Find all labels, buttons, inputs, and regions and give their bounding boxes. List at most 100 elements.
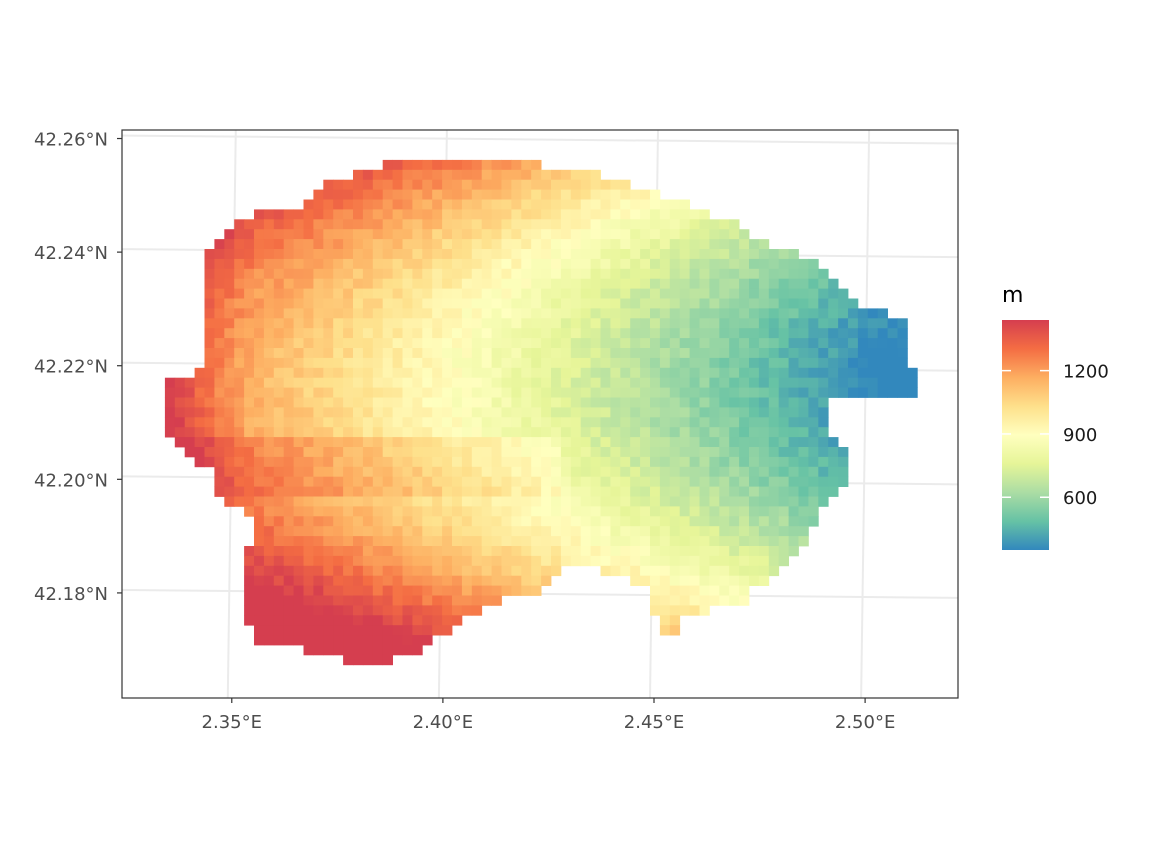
raster-cell <box>313 417 324 428</box>
raster-cell <box>293 496 304 507</box>
raster-cell <box>362 516 374 527</box>
raster-cell <box>669 357 681 369</box>
raster-cell <box>659 585 671 596</box>
raster-cell <box>452 585 463 596</box>
raster-cell <box>610 516 621 527</box>
raster-cell <box>768 447 780 458</box>
raster-cell <box>699 239 710 250</box>
y-tick-label: 42.18°N <box>34 584 108 605</box>
y-tick-label: 42.20°N <box>34 470 108 491</box>
raster-cell <box>709 536 720 547</box>
raster-cell <box>323 229 334 240</box>
raster-cell <box>659 625 671 636</box>
raster-cell <box>808 496 819 507</box>
raster-cell <box>541 575 552 586</box>
raster-cell <box>313 258 324 270</box>
raster-cell <box>412 268 423 280</box>
raster-cell <box>234 456 245 468</box>
raster-cell <box>461 456 473 468</box>
raster-cell <box>768 506 780 517</box>
raster-cell <box>343 536 354 547</box>
raster-cell <box>669 615 681 626</box>
raster-cell <box>699 506 710 517</box>
raster-cell <box>590 526 601 537</box>
raster-cell <box>392 575 403 586</box>
raster-cell <box>729 546 740 557</box>
raster-cell <box>501 357 512 369</box>
raster-cell <box>560 407 572 418</box>
raster-cell <box>263 585 275 596</box>
raster-cell <box>739 278 750 289</box>
raster-cell <box>669 377 681 388</box>
raster-cell <box>521 476 532 487</box>
raster-cell <box>719 397 730 408</box>
raster-cell <box>679 486 690 497</box>
raster-cell <box>551 328 562 339</box>
raster-cell <box>808 377 819 388</box>
raster-cell <box>254 595 265 606</box>
raster-cell <box>729 417 740 428</box>
raster-cell <box>511 258 522 270</box>
raster-cell <box>293 249 304 260</box>
raster-cell <box>204 417 215 428</box>
raster-cell <box>650 268 661 280</box>
raster-cell <box>798 348 809 359</box>
raster-cell <box>204 268 215 280</box>
raster-cell <box>541 179 552 190</box>
raster-cell <box>709 585 720 596</box>
raster-cell <box>798 397 809 408</box>
raster-cell <box>343 437 354 448</box>
raster-cell <box>640 367 651 379</box>
raster-cell <box>511 427 522 438</box>
raster-cell <box>303 387 314 398</box>
raster-cell <box>650 417 661 428</box>
raster-cell <box>293 288 304 299</box>
raster-cell <box>422 199 433 210</box>
raster-cell <box>511 338 522 349</box>
raster-cell <box>640 447 651 458</box>
raster-cell <box>353 595 364 606</box>
raster-cell <box>313 377 324 388</box>
raster-cell <box>560 506 572 517</box>
raster-cell <box>283 635 294 646</box>
raster-cell <box>422 357 433 369</box>
raster-cell <box>343 407 354 418</box>
raster-cell <box>254 268 265 280</box>
raster-cell <box>353 456 364 468</box>
raster-cell <box>729 536 740 547</box>
raster-cell <box>224 258 235 270</box>
raster-cell <box>313 506 324 517</box>
raster-cell <box>372 456 384 468</box>
raster-cell <box>392 407 403 418</box>
raster-cell <box>224 397 235 408</box>
raster-cell <box>659 536 671 547</box>
raster-cell <box>471 595 483 606</box>
raster-cell <box>412 189 423 200</box>
raster-cell <box>481 447 492 458</box>
raster-cell <box>303 209 314 220</box>
raster-cell <box>461 377 473 388</box>
raster-cell <box>848 377 859 388</box>
raster-cell <box>798 338 809 349</box>
raster-cell <box>491 516 502 527</box>
raster-cell <box>541 526 552 537</box>
raster-cell <box>402 397 413 408</box>
raster-cell <box>244 229 255 240</box>
raster-cell <box>650 308 661 319</box>
raster-cell <box>422 635 433 646</box>
raster-cell <box>224 298 235 309</box>
raster-cell <box>333 407 344 418</box>
raster-cell <box>511 387 522 398</box>
raster-cell <box>630 199 641 210</box>
raster-cell <box>828 288 839 299</box>
raster-cell <box>560 456 572 468</box>
raster-cell <box>254 516 265 527</box>
raster-cell <box>224 476 235 487</box>
raster-cell <box>768 516 780 527</box>
raster-cell <box>689 348 700 359</box>
raster-cell <box>442 367 453 379</box>
raster-cell <box>689 427 700 438</box>
raster-cell <box>461 555 473 567</box>
raster-cell <box>313 407 324 418</box>
